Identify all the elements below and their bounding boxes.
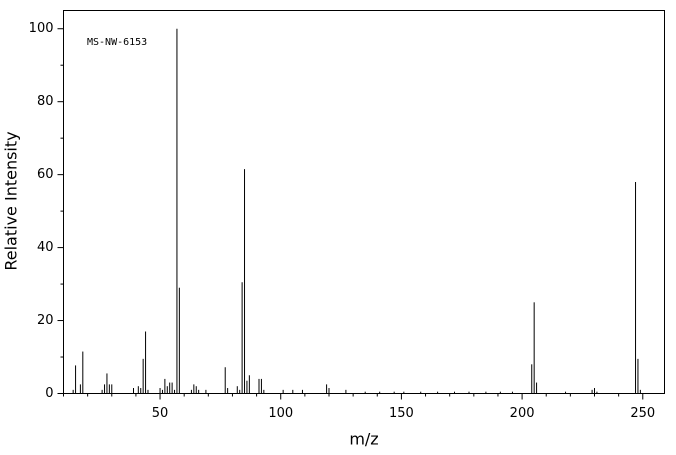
x-tick-label: 100 bbox=[268, 406, 293, 421]
x-tick-label: 200 bbox=[510, 406, 535, 421]
y-tick-label: 100 bbox=[29, 21, 54, 36]
y-axis-label: Relative Intensity bbox=[2, 131, 21, 270]
y-tick-label: 60 bbox=[37, 167, 54, 182]
y-tick-label: 80 bbox=[37, 94, 54, 109]
plot-frame bbox=[63, 10, 665, 394]
annotation: MS-NW-6153 bbox=[87, 37, 147, 48]
x-tick-label: 150 bbox=[389, 406, 414, 421]
x-axis-label: m/z bbox=[349, 430, 378, 449]
y-tick-label: 40 bbox=[37, 240, 54, 255]
y-tick-label: 0 bbox=[45, 386, 53, 401]
x-tick-label: 50 bbox=[152, 406, 169, 421]
x-tick-label: 250 bbox=[630, 406, 655, 421]
y-tick-label: 20 bbox=[37, 313, 54, 328]
